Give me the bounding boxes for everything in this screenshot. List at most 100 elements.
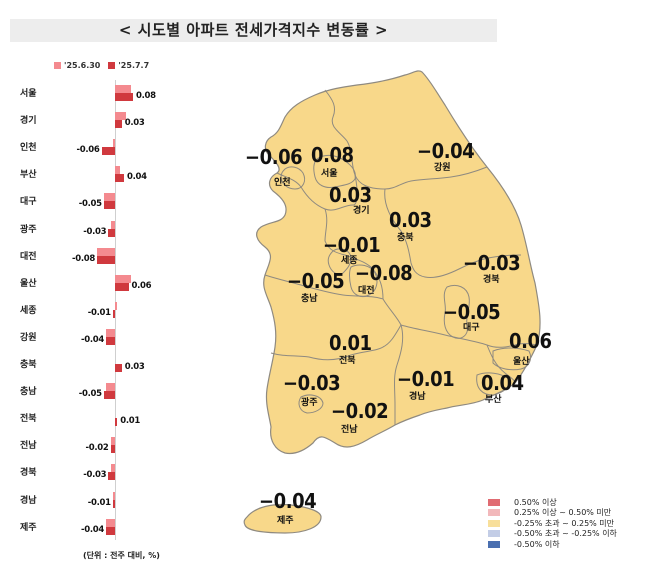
bar-value-label: 0.06 — [131, 280, 152, 291]
legend-label-cur: '25.7.7 — [118, 61, 150, 70]
bar-row: 서울 0.08 — [0, 82, 200, 112]
bar-value-label: 0.03 — [124, 118, 145, 129]
unit-note: (단위 : 전주 대비, %) — [83, 551, 160, 560]
map-value-충북: 0.03 — [389, 208, 432, 232]
bar-cur — [115, 418, 118, 427]
bar-row: 울산 0.06 — [0, 272, 200, 302]
bar-row-label: 인천 — [20, 143, 37, 154]
bar-cur — [112, 309, 115, 318]
bar-prev — [103, 193, 115, 202]
map-value-서울: 0.08 — [311, 143, 354, 167]
map-value-경남: −0.01 — [397, 367, 455, 391]
bar-value-label: 0.08 — [136, 91, 156, 101]
map-legend-item: 0.50% 이상 — [488, 497, 617, 508]
bar-row-label: 경남 — [20, 495, 37, 506]
bar-row-label: 울산 — [20, 278, 37, 289]
bar-value-label: -0.02 — [85, 443, 109, 454]
bar-prev — [112, 139, 115, 148]
bar-row-label: 대구 — [20, 197, 37, 208]
map-region-label: 충남 — [301, 294, 318, 304]
map-legend-swatch — [488, 540, 500, 548]
bar-cur — [106, 526, 115, 535]
bar-row-label: 전북 — [20, 414, 37, 425]
korea-map-svg — [243, 70, 541, 534]
map-value-대구: −0.05 — [443, 300, 501, 324]
bar-prev — [115, 166, 120, 175]
bar-cur — [112, 499, 115, 508]
bar-value-label: -0.03 — [83, 226, 107, 237]
bar-prev — [106, 518, 115, 527]
map-region-label: 제주 — [277, 516, 294, 526]
bar-row-label: 충북 — [20, 360, 37, 370]
bar-value-label: 0.01 — [120, 416, 141, 427]
bar-row: 세종 -0.01 — [0, 299, 200, 329]
map-legend-item: -0.50% 이하 — [488, 539, 617, 550]
bar-row: 경기 0.03 — [0, 109, 200, 139]
bar-prev — [112, 491, 115, 500]
bar-prev — [106, 383, 115, 392]
bar-row-label: 충남 — [20, 387, 37, 398]
map-legend-label: -0.25% 초과 ~ 0.25% 미만 — [514, 518, 615, 528]
bar-legend: '25.6.30 '25.7.7 — [54, 61, 149, 70]
map-region-label: 경북 — [483, 275, 500, 285]
bar-row-label: 광주 — [20, 224, 37, 235]
bar-row: 제주 -0.04 — [0, 516, 200, 546]
bar-cur — [106, 336, 115, 345]
bar-value-label: -0.06 — [76, 145, 100, 156]
map-legend-item: 0.25% 이상 ~ 0.50% 미만 — [488, 508, 617, 519]
map-value-전북: 0.01 — [329, 331, 372, 355]
map-value-경북: −0.03 — [463, 251, 521, 275]
bar-row: 충남 -0.05 — [0, 380, 200, 410]
bar-prev — [115, 85, 131, 93]
bar-prev — [110, 220, 115, 229]
bar-row-label: 전남 — [20, 441, 37, 452]
bar-cur — [103, 391, 115, 400]
bar-cur — [115, 120, 122, 129]
bar-prev — [115, 301, 118, 310]
map-value-경기: 0.03 — [329, 183, 372, 207]
bar-value-label: -0.03 — [83, 470, 107, 481]
bar-row-label: 강원 — [20, 332, 37, 343]
bar-row: 경북 -0.03 — [0, 461, 200, 491]
legend-item-cur: '25.7.7 — [108, 61, 149, 70]
bar-value-label: -0.08 — [72, 253, 95, 264]
bar-row-label: 부산 — [20, 170, 37, 181]
chart-title-bar: < 시도별 아파트 전세가격지수 변동률 > — [10, 19, 497, 42]
map-value-제주: −0.04 — [259, 489, 317, 513]
bar-row: 인천 -0.06 — [0, 136, 200, 166]
map-region-label: 충북 — [397, 233, 414, 243]
map-region-label: 세종 — [341, 256, 358, 266]
map-value-전남: −0.02 — [331, 399, 389, 423]
map-value-강원: −0.04 — [417, 139, 475, 163]
bar-row: 대전 -0.08 — [0, 245, 200, 275]
bar-row: 충북 0.03 — [0, 353, 200, 383]
bar-row-label: 대전 — [20, 251, 37, 262]
bar-cur — [101, 147, 115, 156]
legend-item-prev: '25.6.30 — [54, 61, 100, 70]
bar-prev — [110, 464, 115, 473]
map-region-label: 전북 — [339, 356, 356, 366]
bar-value-label: -0.04 — [81, 524, 104, 535]
bar-cur — [108, 228, 115, 237]
map-legend-swatch — [488, 509, 500, 517]
map-region-label: 경기 — [353, 206, 370, 216]
bar-cur — [115, 364, 122, 372]
jeju-shape — [243, 503, 322, 534]
legend-swatch-prev — [54, 62, 61, 69]
bar-axis — [115, 80, 116, 540]
bar-value-label: -0.05 — [78, 199, 102, 210]
map-region-label: 경남 — [409, 392, 426, 402]
bar-cur — [115, 282, 129, 291]
map-value-울산: 0.06 — [509, 329, 552, 353]
map-legend-item: -0.50% 초과 ~ -0.25% 이하 — [488, 529, 617, 540]
bar-cur — [108, 472, 115, 481]
bar-row-label: 제주 — [20, 522, 37, 533]
bar-prev — [106, 328, 115, 337]
bar-prev — [115, 274, 131, 283]
bar-row-label: 서울 — [20, 89, 37, 99]
bar-cur — [110, 445, 115, 454]
map-region-label: 인천 — [274, 178, 291, 188]
map-region-label: 강원 — [434, 163, 451, 173]
legend-label-prev: '25.6.30 — [64, 61, 101, 70]
chart-title: < 시도별 아파트 전세가격지수 변동률 > — [118, 21, 389, 39]
